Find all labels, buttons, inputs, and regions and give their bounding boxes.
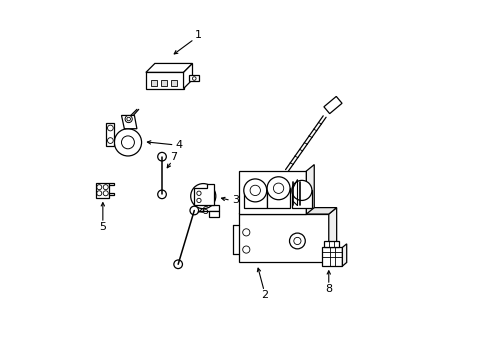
- Polygon shape: [328, 208, 336, 262]
- Polygon shape: [266, 188, 289, 208]
- Polygon shape: [291, 190, 311, 208]
- Polygon shape: [96, 183, 109, 198]
- Polygon shape: [306, 165, 314, 214]
- Polygon shape: [239, 214, 328, 262]
- Polygon shape: [188, 75, 199, 81]
- Circle shape: [266, 177, 289, 200]
- Text: 4: 4: [175, 140, 183, 150]
- Polygon shape: [324, 241, 338, 247]
- Text: 6: 6: [201, 206, 207, 216]
- Circle shape: [174, 260, 182, 269]
- Circle shape: [190, 206, 198, 215]
- Polygon shape: [109, 183, 114, 185]
- Circle shape: [125, 116, 132, 123]
- Polygon shape: [183, 63, 192, 89]
- Polygon shape: [342, 244, 346, 266]
- Circle shape: [244, 179, 266, 202]
- Polygon shape: [321, 247, 342, 266]
- Text: 7: 7: [170, 152, 177, 162]
- Polygon shape: [194, 184, 214, 205]
- Polygon shape: [239, 208, 336, 214]
- Polygon shape: [244, 190, 266, 208]
- Polygon shape: [151, 80, 157, 86]
- Polygon shape: [171, 80, 177, 86]
- Polygon shape: [109, 193, 114, 195]
- Polygon shape: [194, 205, 219, 211]
- Polygon shape: [145, 63, 192, 72]
- Polygon shape: [239, 171, 306, 214]
- Text: 2: 2: [260, 291, 267, 301]
- Text: 8: 8: [325, 284, 332, 294]
- Circle shape: [158, 152, 166, 161]
- Polygon shape: [323, 96, 341, 114]
- Circle shape: [190, 184, 215, 209]
- Polygon shape: [145, 72, 183, 89]
- Circle shape: [158, 190, 166, 199]
- Polygon shape: [161, 80, 167, 86]
- Circle shape: [291, 180, 311, 201]
- Text: 5: 5: [99, 222, 106, 232]
- Text: 1: 1: [194, 30, 201, 40]
- Polygon shape: [208, 211, 219, 217]
- Text: 3: 3: [232, 195, 239, 206]
- Polygon shape: [106, 123, 114, 146]
- Circle shape: [114, 129, 142, 156]
- Polygon shape: [121, 116, 137, 129]
